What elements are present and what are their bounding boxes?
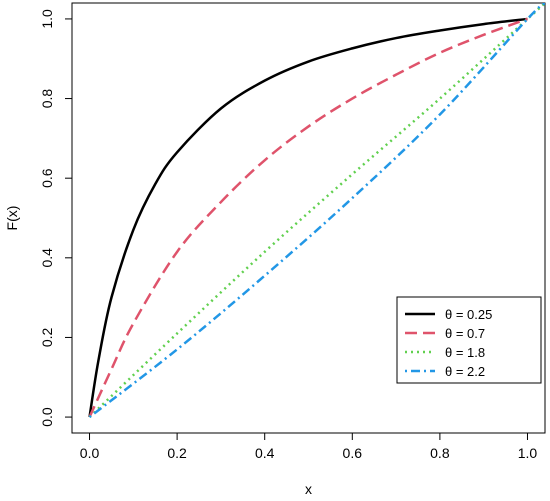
y-tick-label: 1.0 bbox=[39, 9, 55, 29]
y-axis: 0.0 0.2 0.4 0.6 0.8 1.0 bbox=[39, 9, 73, 427]
x-axis: 0.0 0.2 0.4 0.6 0.8 1.0 bbox=[80, 432, 538, 461]
y-tick-label: 0.8 bbox=[39, 89, 55, 109]
y-tick-label: 0.6 bbox=[39, 168, 55, 188]
x-tick-label: 0.4 bbox=[255, 445, 275, 461]
series-line-4 bbox=[88, 3, 545, 419]
x-tick-label: 0.2 bbox=[167, 445, 187, 461]
legend-label-1: θ = 0.25 bbox=[445, 307, 492, 322]
legend-box bbox=[396, 296, 542, 384]
series-line-1 bbox=[88, 17, 528, 418]
series-line-2 bbox=[88, 17, 528, 418]
y-tick-label: 0.4 bbox=[39, 248, 55, 268]
legend-label-3: θ = 1.8 bbox=[445, 345, 485, 360]
y-axis-label: F(x) bbox=[4, 206, 20, 231]
x-tick-label: 0.0 bbox=[80, 445, 100, 461]
series-layer bbox=[88, 3, 545, 419]
x-tick-label: 0.8 bbox=[430, 445, 450, 461]
x-tick-label: 1.0 bbox=[518, 445, 538, 461]
legend-label-4: θ = 2.2 bbox=[445, 364, 485, 379]
y-tick-label: 0.2 bbox=[39, 328, 55, 348]
legend: θ = 0.25 θ = 0.7 θ = 1.8 θ = 2.2 bbox=[396, 296, 542, 384]
y-tick-label: 0.0 bbox=[39, 407, 55, 427]
legend-label-2: θ = 0.7 bbox=[445, 326, 485, 341]
x-axis-label: x bbox=[305, 481, 312, 497]
x-tick-label: 0.6 bbox=[343, 445, 363, 461]
